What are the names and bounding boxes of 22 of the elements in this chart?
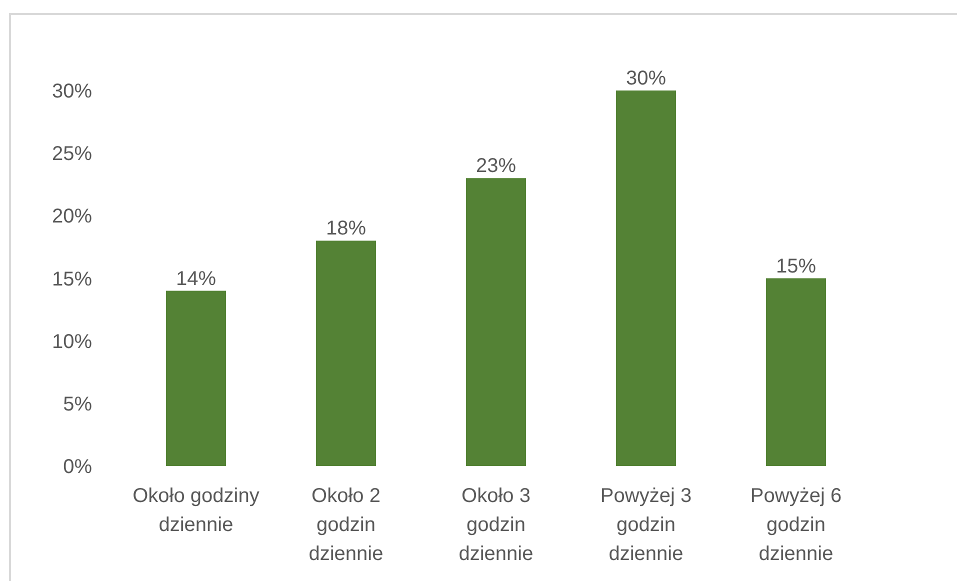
y-tick-label: 10%	[52, 330, 92, 353]
x-tick-label: Około 2 godzin dziennie	[308, 485, 384, 565]
bar	[316, 240, 376, 466]
bar	[616, 90, 676, 466]
y-tick-label: 15%	[52, 268, 92, 290]
y-tick-label: 5%	[63, 393, 92, 416]
y-tick-label: 30%	[52, 80, 92, 102]
bar	[166, 290, 226, 466]
y-tick-label: 25%	[52, 143, 92, 166]
data-label: 15%	[776, 255, 816, 278]
data-label: 14%	[176, 268, 216, 290]
x-tick-label: Powyżej 3 godzin dziennie	[600, 485, 692, 565]
y-tick-label: 20%	[52, 206, 92, 228]
x-tick-label: Około godziny dziennie	[132, 485, 260, 536]
data-label: 23%	[476, 155, 516, 178]
x-tick-label: Powyżej 6 godzin dziennie	[750, 485, 842, 565]
bar	[466, 178, 526, 466]
y-tick-label: 0%	[63, 456, 92, 478]
x-tick-label: Około 3 godzin dziennie	[458, 485, 534, 565]
bar	[766, 278, 826, 466]
data-label: 30%	[626, 68, 666, 90]
data-label: 18%	[326, 218, 366, 240]
